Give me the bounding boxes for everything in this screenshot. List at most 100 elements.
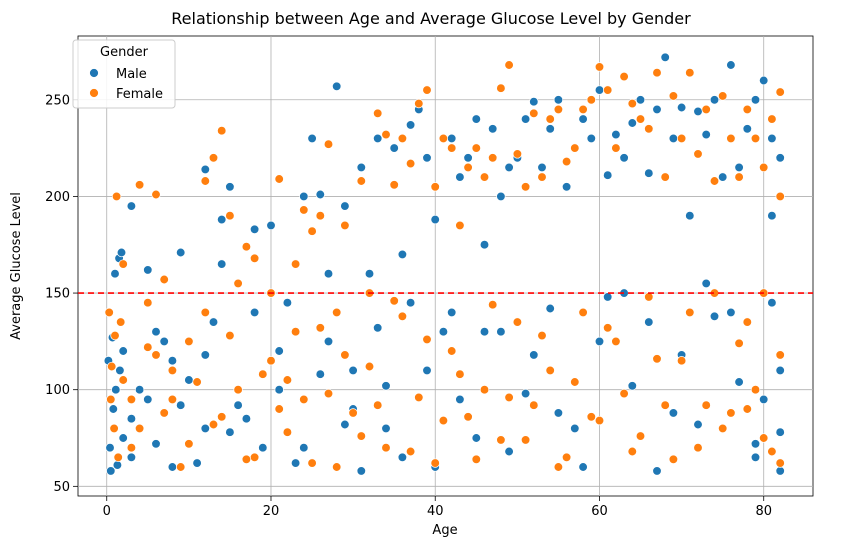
data-point-female (422, 85, 432, 95)
data-point-female (512, 317, 523, 327)
data-point-male (274, 385, 284, 395)
data-point-male (627, 118, 637, 128)
data-point-male (709, 95, 720, 105)
data-point-male (701, 129, 711, 140)
data-point-female (134, 423, 145, 434)
data-point-male (529, 97, 539, 107)
data-point-female (217, 412, 227, 422)
data-point-female (611, 336, 621, 347)
data-point-male (405, 120, 416, 130)
data-point-male (775, 466, 785, 476)
data-point-male (299, 191, 309, 202)
data-point-female (545, 365, 555, 376)
data-point-female (299, 394, 309, 405)
data-points (103, 52, 785, 476)
data-point-female (504, 60, 514, 70)
data-point-male (570, 423, 580, 434)
y-tick-label: 200 (45, 190, 70, 205)
data-point-male (208, 317, 219, 327)
data-point-male (627, 381, 637, 391)
data-point-male (561, 182, 572, 192)
data-point-male (759, 394, 769, 405)
data-point-male (340, 201, 350, 211)
data-point-male (693, 419, 703, 430)
y-tick-label: 150 (45, 287, 70, 302)
data-point-female (767, 446, 777, 457)
data-point-female (660, 400, 670, 410)
data-point-female (676, 356, 687, 366)
x-axis-ticks: 0 20 40 60 80 (103, 496, 772, 519)
x-tick-label: 60 (591, 504, 608, 519)
data-point-female (455, 220, 465, 231)
data-point-female (718, 91, 728, 101)
data-point-female (397, 133, 408, 144)
data-point-female (307, 226, 317, 236)
data-point-female (676, 133, 687, 144)
data-point-male (652, 104, 662, 115)
data-point-female (775, 191, 785, 202)
data-point-female (447, 346, 457, 356)
data-point-male (200, 423, 210, 434)
data-point-female (323, 139, 334, 149)
data-point-female (290, 259, 301, 269)
data-point-female (274, 404, 284, 414)
data-point-male (105, 443, 115, 453)
data-point-female (742, 104, 752, 115)
data-point-male (274, 346, 284, 356)
data-point-male (381, 381, 391, 391)
legend-label-male: Male (116, 67, 147, 82)
data-point-female (241, 454, 252, 464)
data-point-male (644, 168, 654, 178)
data-point-female (118, 375, 128, 385)
data-point-male (455, 394, 465, 405)
data-point-male (225, 182, 235, 192)
data-point-female (471, 143, 481, 153)
data-point-female (603, 85, 613, 95)
data-point-male (233, 400, 243, 410)
data-point-male (726, 60, 736, 70)
data-point-male (112, 460, 123, 470)
data-point-male (118, 346, 128, 356)
data-point-male (108, 404, 118, 414)
data-point-male (594, 85, 605, 95)
data-point-female (184, 439, 194, 449)
data-point-male (200, 350, 210, 360)
data-point-male (537, 162, 547, 173)
data-point-female (373, 108, 383, 118)
data-point-male (767, 133, 777, 144)
data-point-male (701, 278, 711, 289)
data-point-female (332, 307, 342, 318)
data-point-female (619, 388, 629, 399)
data-point-male (389, 143, 399, 153)
data-point-male (143, 394, 153, 405)
data-point-male (143, 265, 153, 275)
data-point-male (767, 211, 777, 221)
data-point-female (759, 162, 769, 173)
data-point-male (405, 298, 416, 308)
data-point-male (455, 172, 465, 182)
data-point-male (241, 414, 252, 424)
data-point-male (373, 133, 383, 144)
data-point-female (496, 83, 506, 93)
data-point-male (734, 377, 744, 387)
data-point-female (488, 300, 498, 310)
data-point-male (611, 129, 621, 140)
data-point-female (307, 458, 317, 468)
data-point-male (488, 124, 498, 134)
data-point-female (496, 435, 506, 445)
data-point-female (414, 98, 424, 109)
data-point-male (759, 75, 769, 86)
data-point-male (110, 269, 120, 279)
data-point-female (561, 452, 572, 462)
data-point-female (356, 176, 366, 186)
data-point-female (217, 126, 227, 136)
data-point-female (290, 327, 301, 337)
data-point-female (109, 423, 119, 434)
data-point-male (775, 153, 785, 163)
data-point-female (520, 435, 531, 445)
data-point-male (323, 336, 334, 347)
data-point-female (381, 443, 391, 453)
data-point-female (529, 400, 539, 410)
data-point-male (126, 452, 137, 462)
data-point-female (126, 394, 137, 405)
